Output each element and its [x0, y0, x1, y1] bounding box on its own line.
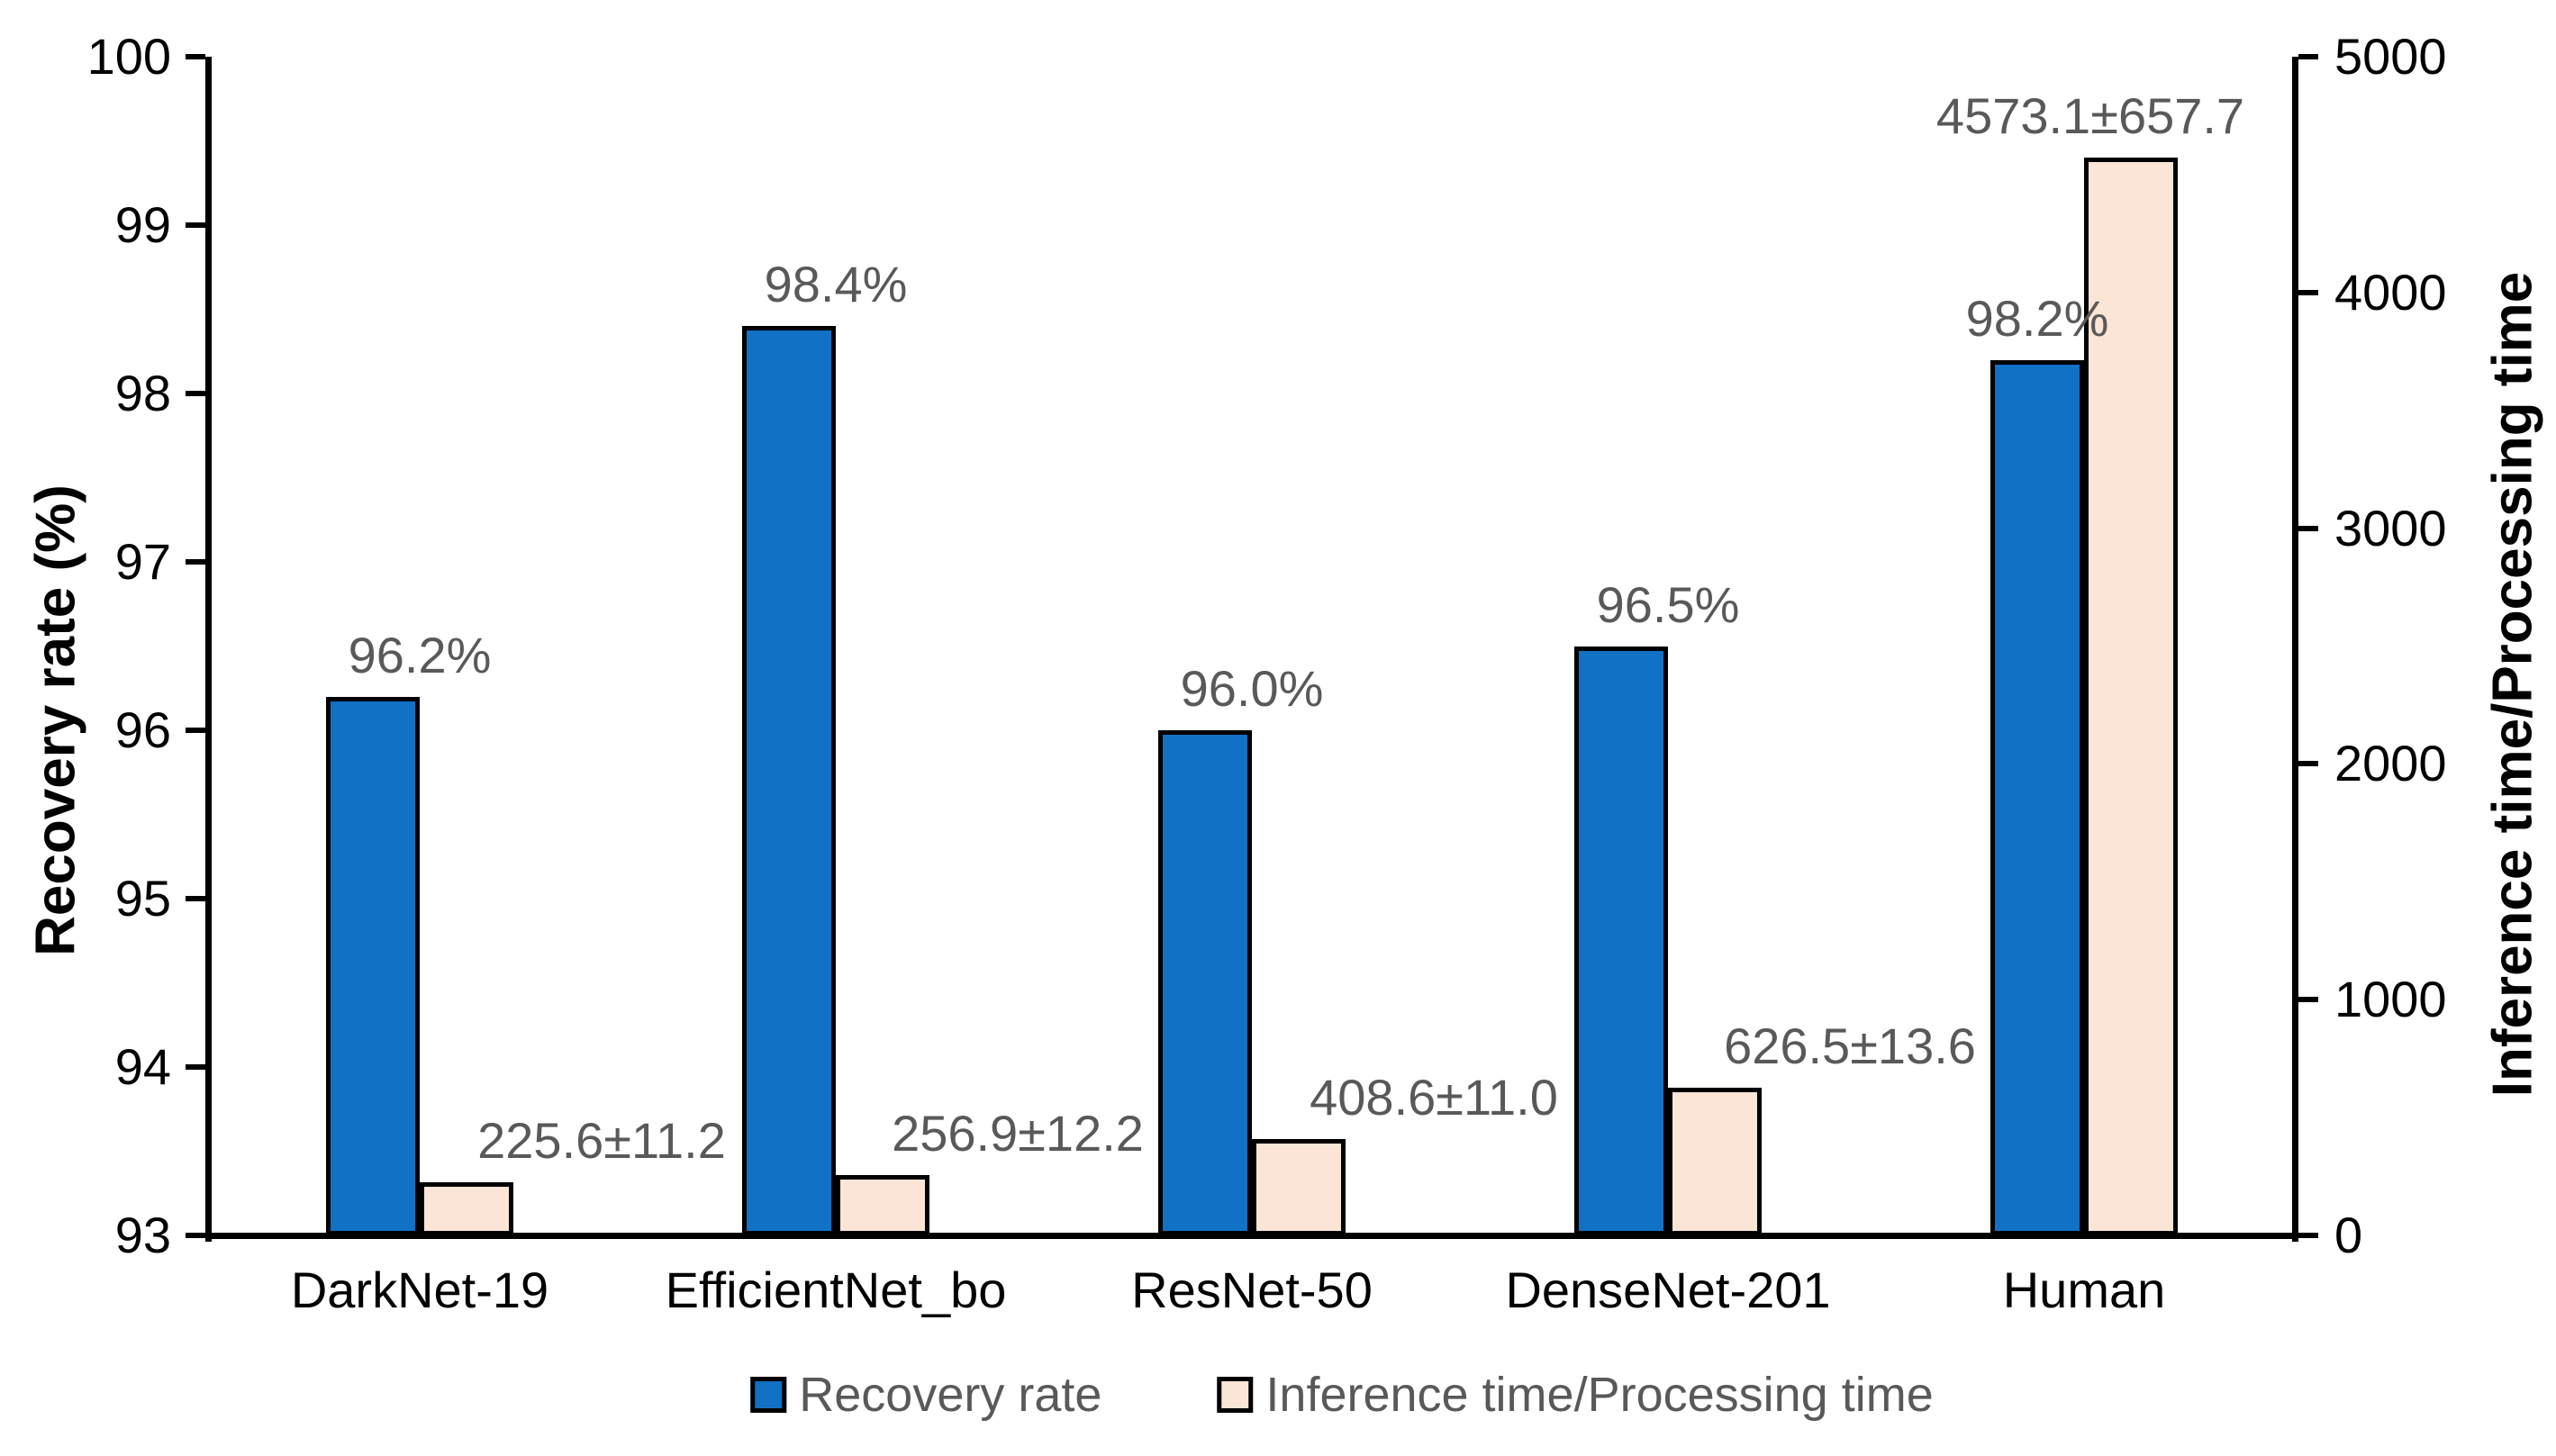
left-axis-tick-label: 99 — [114, 196, 171, 253]
x-axis-line — [205, 1233, 2298, 1239]
left-axis-tick-label: 94 — [114, 1038, 171, 1095]
category-label-darknet-19: DarkNet-19 — [290, 1262, 549, 1318]
left-axis-tick-label: 97 — [114, 533, 171, 590]
left-axis-tick-label: 93 — [114, 1207, 171, 1263]
data-label-inference-densenet-201: 626.5±13.6 — [1724, 1017, 1976, 1074]
bar-inference-darknet-19 — [420, 1181, 513, 1235]
left-axis-tick-label: 98 — [114, 365, 171, 421]
recovery-rate-swatch-icon — [750, 1377, 787, 1413]
data-label-inference-human: 4573.1±657.7 — [1935, 86, 2245, 144]
right-axis-tick-label: 1000 — [2334, 971, 2447, 1028]
inference-time-swatch-icon — [1217, 1377, 1254, 1413]
legend-item-recovery-rate: Recovery rate — [750, 1367, 1101, 1423]
data-label-recovery-human: 98.2% — [1965, 289, 2109, 347]
data-label-recovery-efficientnet-bo: 98.4% — [764, 256, 908, 313]
bar-inference-human — [2084, 157, 2178, 1235]
bar-inference-resnet-50 — [1252, 1139, 1346, 1235]
bar-recovery-human — [1990, 359, 2084, 1235]
bar-recovery-densenet-201 — [1574, 646, 1668, 1235]
left-axis-line — [205, 57, 212, 1242]
legend-item-inference-time: Inference time/Processing time — [1217, 1367, 1934, 1423]
legend-item-label: Inference time/Processing time — [1265, 1368, 1934, 1422]
right-axis-title: Inference time/Processing time — [2481, 271, 2544, 1098]
bar-inference-densenet-201 — [1668, 1087, 1762, 1235]
right-axis-tick — [2298, 997, 2318, 1003]
left-axis-tick-label: 100 — [86, 28, 171, 85]
data-label-recovery-resnet-50: 96.0% — [1180, 660, 1324, 717]
left-axis-tick — [186, 559, 205, 565]
bar-recovery-resnet-50 — [1158, 730, 1252, 1235]
left-axis-tick — [186, 391, 205, 396]
data-label-inference-darknet-19: 225.6±11.2 — [477, 1111, 726, 1169]
left-axis-tick — [186, 54, 205, 59]
right-axis-tick — [2298, 525, 2318, 531]
left-axis-tick — [186, 728, 205, 733]
right-axis-tick — [2298, 54, 2318, 59]
right-axis-tick-label: 0 — [2334, 1207, 2363, 1263]
right-axis-tick-label: 5000 — [2334, 28, 2447, 85]
right-axis-tick — [2298, 1233, 2318, 1238]
left-axis-tick-label: 95 — [114, 870, 171, 927]
data-label-inference-efficientnet-bo: 256.9±12.2 — [892, 1104, 1144, 1162]
left-axis-tick-label: 96 — [114, 701, 171, 758]
right-axis-tick-label: 3000 — [2334, 499, 2447, 556]
category-label-efficientnet-bo: EfficientNet_bo — [665, 1262, 1007, 1318]
right-axis-tick — [2298, 761, 2318, 767]
left-axis-tick — [186, 1233, 205, 1238]
category-label-human: Human — [2002, 1262, 2166, 1318]
left-axis-tick — [186, 896, 205, 901]
right-axis-tick-label: 4000 — [2334, 263, 2447, 321]
bar-inference-efficientnet-bo — [836, 1174, 929, 1235]
right-axis-tick-label: 2000 — [2334, 735, 2447, 792]
data-label-recovery-darknet-19: 96.2% — [348, 626, 492, 683]
legend: Recovery rate Inference time/Processing t… — [750, 1367, 1934, 1423]
category-label-densenet-201: DenseNet-201 — [1505, 1262, 1831, 1318]
category-label-resnet-50: ResNet-50 — [1131, 1262, 1373, 1318]
left-axis-tick — [186, 222, 205, 228]
bar-recovery-darknet-19 — [326, 696, 420, 1235]
bar-recovery-efficientnet-bo — [742, 326, 836, 1235]
right-axis-tick — [2298, 289, 2318, 295]
data-label-recovery-densenet-201: 96.5% — [1596, 575, 1740, 633]
left-axis-tick — [186, 1064, 205, 1070]
data-label-inference-resnet-50: 408.6±11.0 — [1310, 1069, 1558, 1126]
legend-item-label: Recovery rate — [799, 1368, 1102, 1422]
right-axis-line — [2292, 57, 2298, 1242]
